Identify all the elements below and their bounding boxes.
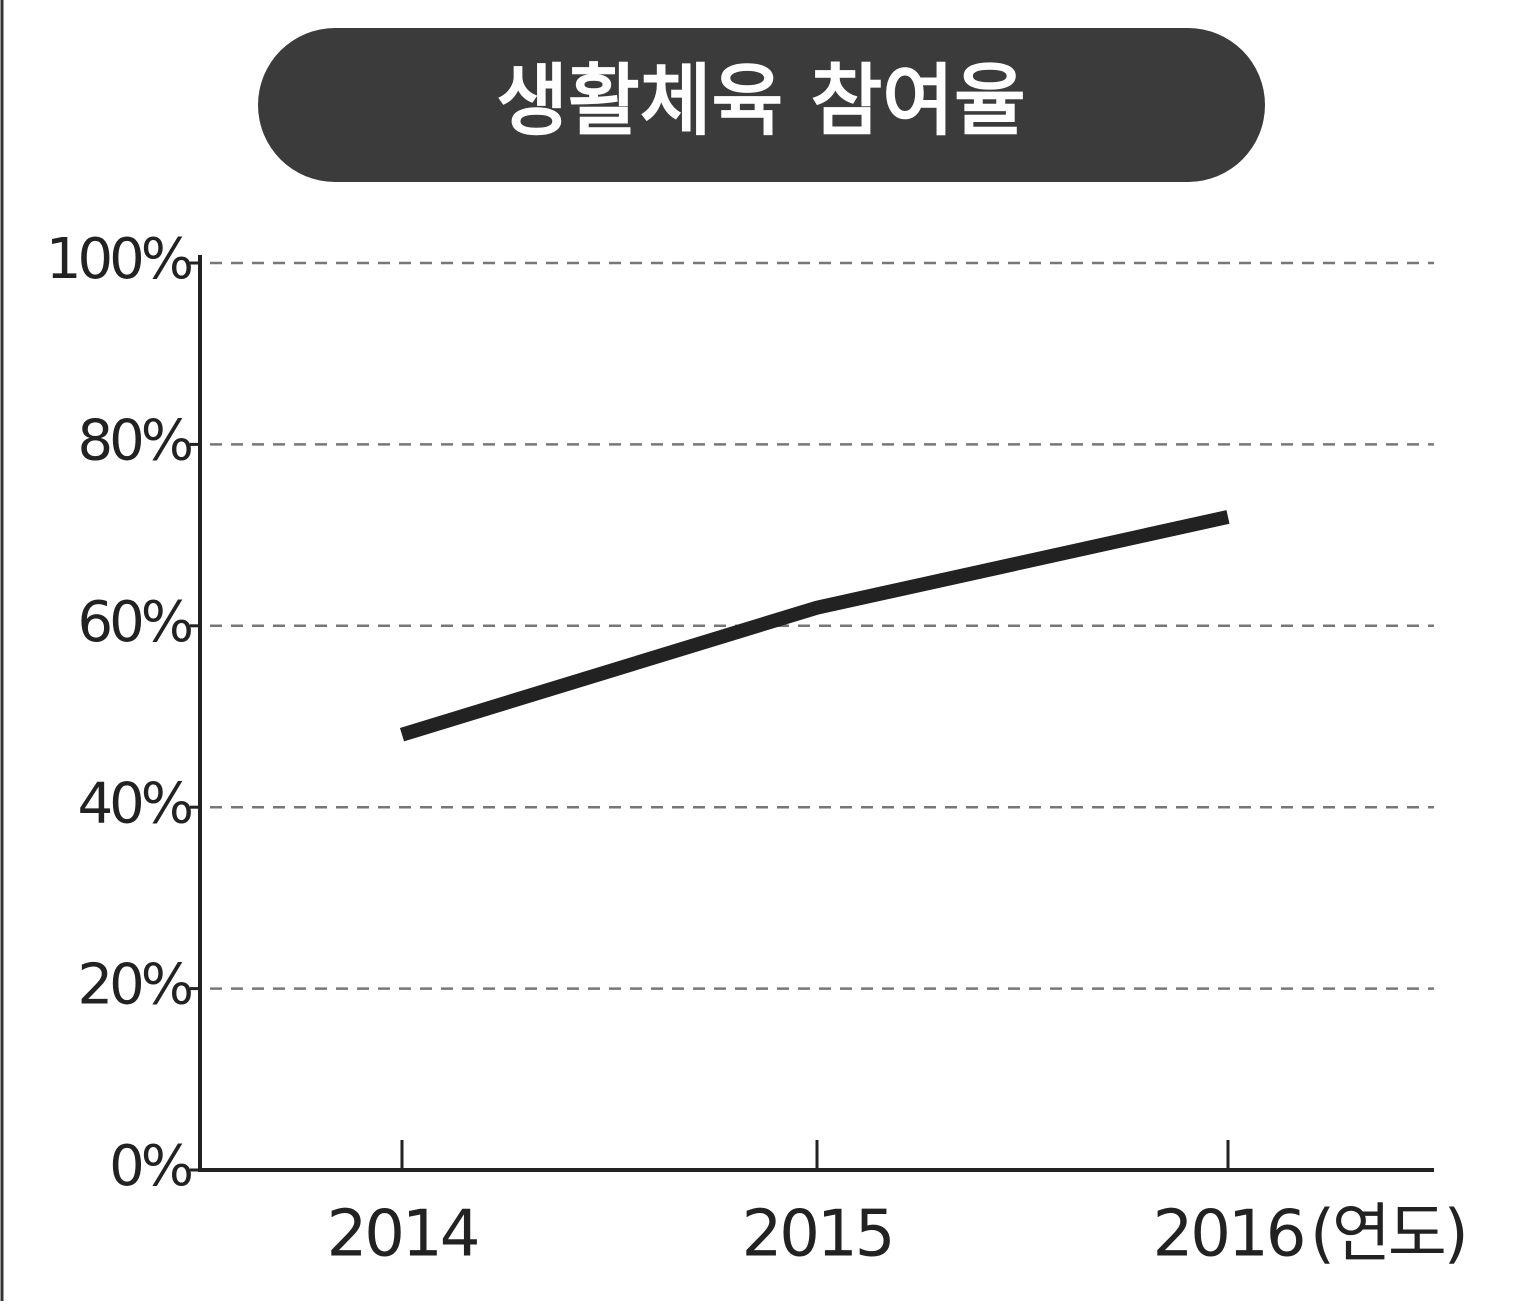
x-tick-label: 2016 (1153, 1198, 1304, 1272)
y-tick-label: 40% (78, 771, 192, 836)
y-tick-label: 80% (78, 409, 192, 474)
y-tick-label: 60% (78, 590, 192, 655)
y-tick-label: 0% (109, 1134, 192, 1199)
y-tick-label: 100% (46, 227, 192, 292)
x-tick-label: 2015 (742, 1198, 893, 1272)
x-tick-label: 2014 (327, 1198, 478, 1272)
title-pill (258, 28, 1265, 182)
data-line (399, 510, 1230, 742)
y-tick-label: 20% (78, 953, 192, 1018)
chart-title: 생활체육 참여율 (496, 56, 1025, 146)
x-axis-label: (연도) (1310, 1198, 1466, 1272)
